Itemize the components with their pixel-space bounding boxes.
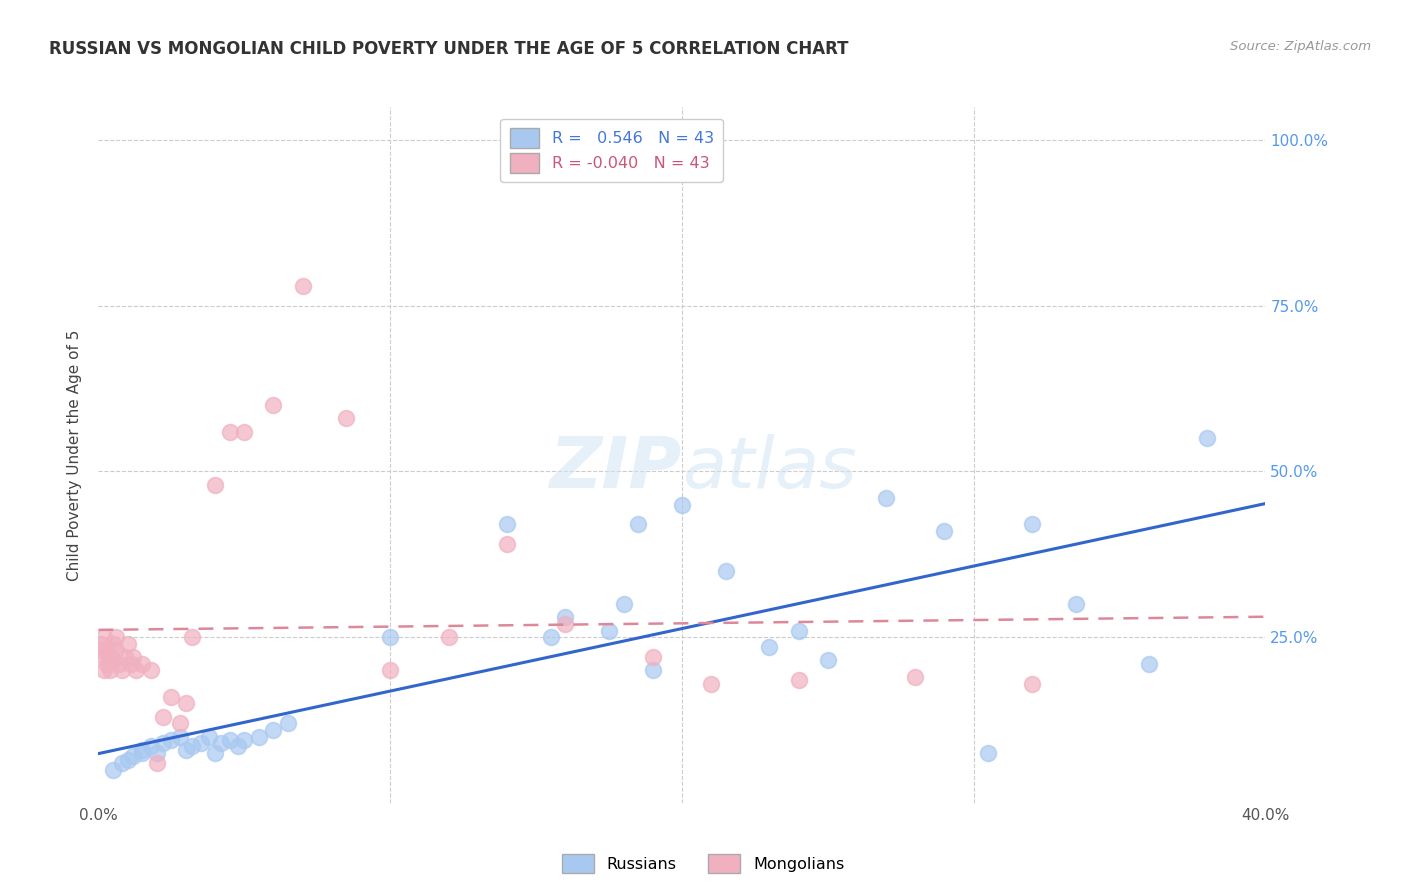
Point xyxy=(787,673,810,688)
Text: atlas: atlas xyxy=(682,434,856,503)
Point xyxy=(277,716,299,731)
Point xyxy=(180,630,202,644)
Y-axis label: Child Poverty Under the Age of 5: Child Poverty Under the Age of 5 xyxy=(67,329,83,581)
Point xyxy=(90,643,112,657)
Point xyxy=(131,743,153,757)
Point xyxy=(218,425,240,439)
Point xyxy=(758,640,780,654)
Point xyxy=(174,697,197,711)
Legend: R =   0.546   N = 43, R = -0.040   N = 43: R = 0.546 N = 43, R = -0.040 N = 43 xyxy=(501,119,723,182)
Point xyxy=(139,663,162,677)
Point xyxy=(98,650,121,665)
Point xyxy=(233,425,256,439)
Point xyxy=(598,624,620,638)
Point xyxy=(204,746,226,760)
Point xyxy=(1195,431,1218,445)
Point xyxy=(169,716,191,731)
Point xyxy=(904,670,927,684)
Point xyxy=(262,723,284,737)
Point xyxy=(204,477,226,491)
Point xyxy=(495,537,517,551)
Point xyxy=(190,736,212,750)
Point xyxy=(1021,676,1043,690)
Point xyxy=(291,279,314,293)
Point xyxy=(146,756,169,770)
Point xyxy=(262,398,284,412)
Point xyxy=(554,616,576,631)
Point xyxy=(152,709,174,723)
Point xyxy=(875,491,897,505)
Point xyxy=(209,736,232,750)
Point xyxy=(169,730,191,744)
Point xyxy=(122,650,145,665)
Point xyxy=(93,630,115,644)
Point xyxy=(495,517,517,532)
Point xyxy=(131,657,153,671)
Point xyxy=(122,749,145,764)
Point xyxy=(671,498,693,512)
Point xyxy=(101,653,124,667)
Point xyxy=(98,663,121,677)
Point xyxy=(111,756,134,770)
Point xyxy=(96,643,118,657)
Point xyxy=(198,730,221,744)
Point xyxy=(714,564,737,578)
Text: RUSSIAN VS MONGOLIAN CHILD POVERTY UNDER THE AGE OF 5 CORRELATION CHART: RUSSIAN VS MONGOLIAN CHILD POVERTY UNDER… xyxy=(49,40,849,58)
Point xyxy=(641,650,664,665)
Point xyxy=(627,517,650,532)
Point xyxy=(554,610,576,624)
Point xyxy=(160,732,183,747)
Point xyxy=(1021,517,1043,532)
Point xyxy=(228,739,250,754)
Point xyxy=(104,643,127,657)
Point xyxy=(378,630,402,644)
Point xyxy=(174,743,197,757)
Point xyxy=(612,597,634,611)
Legend: Russians, Mongolians: Russians, Mongolians xyxy=(555,847,851,880)
Point xyxy=(90,637,112,651)
Point xyxy=(378,663,402,677)
Point xyxy=(101,763,124,777)
Point xyxy=(114,650,136,665)
Point xyxy=(700,676,723,690)
Point xyxy=(335,411,357,425)
Point xyxy=(247,730,270,744)
Point xyxy=(104,630,127,644)
Point xyxy=(96,657,118,671)
Text: ZIP: ZIP xyxy=(550,434,682,503)
Point xyxy=(93,663,115,677)
Point xyxy=(787,624,810,638)
Point xyxy=(540,630,562,644)
Point xyxy=(160,690,183,704)
Point xyxy=(120,657,142,671)
Point xyxy=(437,630,460,644)
Point xyxy=(125,663,148,677)
Point xyxy=(117,753,139,767)
Point xyxy=(152,736,174,750)
Point xyxy=(93,650,115,665)
Point xyxy=(131,746,153,760)
Point xyxy=(977,746,1000,760)
Point xyxy=(817,653,839,667)
Point xyxy=(117,637,139,651)
Text: Source: ZipAtlas.com: Source: ZipAtlas.com xyxy=(1230,40,1371,54)
Point xyxy=(218,732,240,747)
Point xyxy=(180,739,202,754)
Point xyxy=(934,524,956,538)
Point xyxy=(233,732,256,747)
Point xyxy=(108,657,131,671)
Point xyxy=(111,663,134,677)
Point xyxy=(101,637,124,651)
Point xyxy=(139,739,162,754)
Point xyxy=(1137,657,1160,671)
Point xyxy=(146,746,169,760)
Point xyxy=(1064,597,1087,611)
Point xyxy=(641,663,664,677)
